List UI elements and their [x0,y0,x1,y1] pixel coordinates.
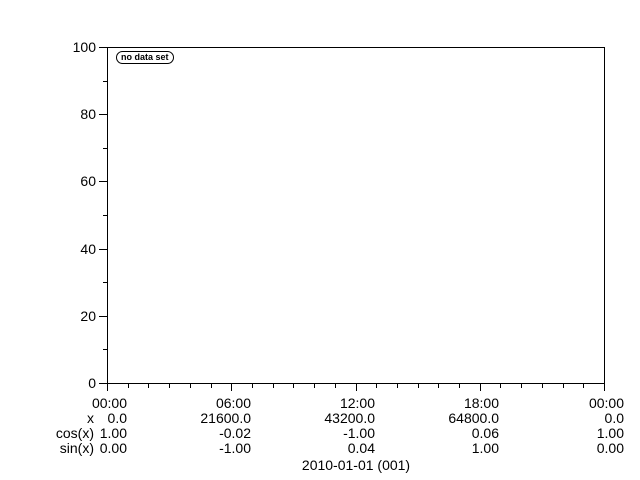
y-axis-major-tick [99,47,107,48]
readout-column: 12:00 43200.0 -1.00 0.04 [300,396,375,456]
y-axis-major-tick [99,248,107,250]
legend-box: no data set [116,51,174,64]
y-axis-minor-tick [103,215,107,216]
table-cell-x: 0.0 [604,410,624,426]
x-axis-major-tick [479,384,481,391]
row-label-cos: cos(x) [55,425,94,441]
x-axis-minor-tick [314,384,316,388]
row-label-sin: sin(x) [59,440,94,456]
x-axis-minor-tick [334,384,336,388]
table-cell-cos: -0.02 [219,425,251,441]
x-axis-major-tick [604,384,605,391]
x-axis-minor-tick [562,384,564,388]
y-axis-tick-label: 80 [80,106,96,122]
y-axis-minor-tick [103,282,107,284]
readout-column: 00:00 0.0 1.00 0.00 [52,396,127,456]
readout-column: 00:00 0.0 1.00 0.00 [549,396,624,456]
x-axis-minor-tick [541,384,543,388]
x-axis-minor-tick [459,384,461,388]
table-cell-x: 43200.0 [324,410,375,426]
x-axis-minor-tick [293,384,295,388]
x-axis-major-tick [231,384,233,391]
y-axis-tick-label: 0 [88,375,96,391]
table-cell-sin: 0.00 [596,440,624,456]
x-axis-minor-tick [376,384,378,388]
y-axis-tick-label: 20 [80,308,96,324]
table-cell-sin: 1.00 [471,440,499,456]
x-axis-minor-tick [521,384,523,388]
x-axis-minor-tick [169,384,171,388]
table-cell-sin: 0.00 [99,440,127,456]
plot-area [107,47,605,384]
readout-column: 06:00 21600.0 -0.02 -1.00 [176,396,251,456]
x-axis-major-tick [107,384,108,391]
x-axis-minor-tick [583,384,585,388]
table-cell-sin: -1.00 [219,440,251,456]
x-axis-minor-tick [148,384,150,388]
y-axis-tick-label: 100 [72,39,96,55]
y-axis-tick-label: 40 [80,241,96,257]
x-axis-minor-tick [210,384,212,388]
table-cell-cos: 0.06 [471,425,499,441]
table-cell-cos: 1.00 [596,425,624,441]
y-axis-minor-tick [103,349,107,351]
readout-column: 18:00 64800.0 0.06 1.00 [424,396,499,456]
y-axis-minor-tick [103,147,107,149]
x-axis-minor-tick [189,384,191,388]
x-axis-tick-label: 06:00 [215,395,251,411]
table-cell-cos: -1.00 [343,425,375,441]
table-cell-sin: 0.04 [347,440,375,456]
x-axis-minor-tick [396,384,398,388]
x-axis-major-tick [355,384,357,391]
table-cell-x: 0.0 [107,410,127,426]
x-axis-minor-tick [438,384,440,388]
x-axis-minor-tick [500,384,502,388]
y-axis-major-tick [99,383,107,384]
table-cell-x: 64800.0 [448,410,499,426]
x-axis-minor-tick [251,384,253,388]
readout-row-labels: x cos(x) sin(x) [24,411,94,456]
y-axis-minor-tick [103,80,107,82]
table-cell-x: 21600.0 [200,410,251,426]
y-axis-major-tick [99,315,107,317]
x-axis-tick-label: 00:00 [588,395,624,411]
legend-label: no data set [121,52,169,62]
y-axis-major-tick [99,181,107,183]
table-cell-cos: 1.00 [99,425,127,441]
x-axis-tick-label: 12:00 [339,395,375,411]
y-axis-tick-label: 60 [80,173,96,189]
date-label: 2010-01-01 (001) [301,457,411,473]
x-axis-minor-tick [417,384,419,388]
x-axis-minor-tick [272,384,274,388]
x-axis-minor-tick [127,384,129,388]
x-axis-tick-label: 00:00 [91,395,127,411]
row-label-x: x [87,410,94,426]
y-axis-major-tick [99,114,107,116]
x-axis-tick-label: 18:00 [463,395,499,411]
